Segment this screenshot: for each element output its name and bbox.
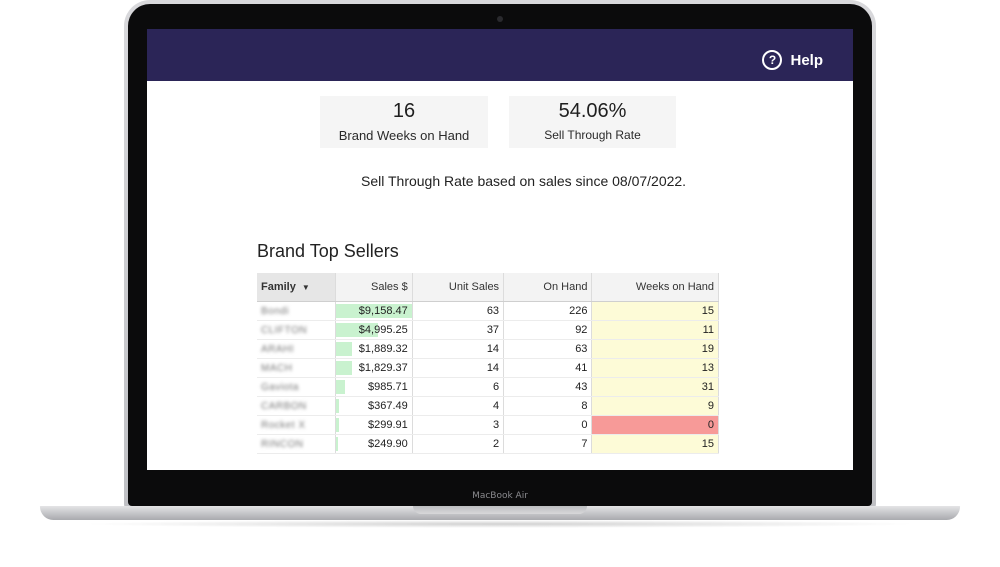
kpi-label: Sell Through Rate bbox=[544, 128, 641, 142]
cell-unit-sales: 6 bbox=[412, 377, 505, 397]
laptop-shadow bbox=[80, 520, 920, 528]
top-sellers-table: Family ▼ Sales $ Unit Sales On Hand Weeks… bbox=[257, 273, 719, 454]
cell-unit-sales: 14 bbox=[412, 358, 505, 378]
sales-value: $1,889.32 bbox=[358, 343, 408, 355]
family-name: Gaviota bbox=[261, 382, 299, 393]
sales-bar bbox=[336, 380, 345, 394]
family-name: MACH bbox=[261, 363, 293, 374]
sales-value: $367.49 bbox=[367, 400, 408, 412]
cell-unit-sales: 3 bbox=[412, 415, 505, 435]
cell-on-hand: 43 bbox=[503, 377, 593, 397]
column-header-label: Family bbox=[261, 281, 296, 293]
table-row[interactable]: CARBON $367.49 4 8 9 bbox=[257, 396, 719, 416]
question-circle-icon: ? bbox=[762, 50, 783, 70]
cell-family: CLIFTON bbox=[257, 320, 337, 340]
sales-bar bbox=[336, 399, 340, 413]
cell-family: Bondi bbox=[257, 301, 337, 321]
sales-bar bbox=[336, 361, 352, 375]
kpi-sell-through-rate: 54.06% Sell Through Rate bbox=[509, 96, 676, 148]
app-screen: ? Help 16 Brand Weeks on Hand 54.06% Sel… bbox=[147, 29, 853, 470]
table-header-row: Family ▼ Sales $ Unit Sales On Hand Weeks… bbox=[257, 273, 719, 302]
cell-family: ARAHI bbox=[257, 339, 337, 359]
cell-sales: $367.49 bbox=[335, 396, 413, 416]
column-header-weeks-on-hand[interactable]: Weeks on Hand bbox=[591, 273, 719, 302]
column-header-sales[interactable]: Sales $ bbox=[335, 273, 413, 302]
sales-value: $9,158.47 bbox=[358, 305, 408, 317]
cell-sales: $1,829.37 bbox=[335, 358, 413, 378]
cell-family: Rocket X bbox=[257, 415, 337, 435]
family-name: CARBON bbox=[261, 401, 307, 412]
cell-weeks-on-hand: 0 bbox=[591, 415, 719, 435]
cell-sales: $9,158.47 bbox=[335, 301, 413, 321]
cell-unit-sales: 37 bbox=[412, 320, 505, 340]
app-header: ? Help bbox=[147, 29, 853, 81]
table-row[interactable]: CLIFTON $4,995.25 37 92 11 bbox=[257, 320, 719, 340]
sales-value: $985.71 bbox=[367, 381, 408, 393]
column-header-on-hand[interactable]: On Hand bbox=[503, 273, 593, 302]
sales-value: $249.90 bbox=[367, 438, 408, 450]
family-name: RINCON bbox=[261, 439, 304, 450]
cell-on-hand: 226 bbox=[503, 301, 593, 321]
cell-sales: $985.71 bbox=[335, 377, 413, 397]
cell-weeks-on-hand: 19 bbox=[591, 339, 719, 359]
table-row[interactable]: RINCON $249.90 2 7 15 bbox=[257, 434, 719, 454]
column-header-unit-sales[interactable]: Unit Sales bbox=[412, 273, 505, 302]
cell-on-hand: 92 bbox=[503, 320, 593, 340]
sales-value: $4,995.25 bbox=[358, 324, 408, 336]
family-name: Bondi bbox=[261, 306, 290, 317]
cell-unit-sales: 4 bbox=[412, 396, 505, 416]
table-row[interactable]: Rocket X $299.91 3 0 0 bbox=[257, 415, 719, 435]
kpi-brand-weeks-on-hand: 16 Brand Weeks on Hand bbox=[320, 96, 488, 148]
table-row[interactable]: Bondi $9,158.47 63 226 15 bbox=[257, 301, 719, 321]
family-name: Rocket X bbox=[261, 420, 306, 431]
cell-unit-sales: 14 bbox=[412, 339, 505, 359]
cell-unit-sales: 63 bbox=[412, 301, 505, 321]
sales-bar bbox=[336, 437, 339, 451]
kpi-value: 54.06% bbox=[558, 100, 627, 122]
cell-weeks-on-hand: 31 bbox=[591, 377, 719, 397]
cell-family: MACH bbox=[257, 358, 337, 378]
sales-bar bbox=[336, 418, 339, 432]
table-row[interactable]: MACH $1,829.37 14 41 13 bbox=[257, 358, 719, 378]
cell-on-hand: 63 bbox=[503, 339, 593, 359]
sales-bar bbox=[336, 304, 413, 318]
cell-sales: $299.91 bbox=[335, 415, 413, 435]
cell-unit-sales: 2 bbox=[412, 434, 505, 454]
caret-down-icon[interactable]: ▼ bbox=[301, 283, 310, 292]
device-model-label: MacBook Air bbox=[472, 491, 528, 501]
family-name: ARAHI bbox=[261, 344, 295, 355]
cell-weeks-on-hand: 11 bbox=[591, 320, 719, 340]
sales-value: $1,829.37 bbox=[358, 362, 408, 374]
section-title: Brand Top Sellers bbox=[257, 241, 399, 261]
cell-on-hand: 0 bbox=[503, 415, 593, 435]
table-row[interactable]: Gaviota $985.71 6 43 31 bbox=[257, 377, 719, 397]
cell-weeks-on-hand: 13 bbox=[591, 358, 719, 378]
sales-value: $299.91 bbox=[367, 419, 408, 431]
help-button[interactable]: ? Help bbox=[762, 49, 823, 71]
cell-weeks-on-hand: 9 bbox=[591, 396, 719, 416]
cell-weeks-on-hand: 15 bbox=[591, 434, 719, 454]
table-row[interactable]: ARAHI $1,889.32 14 63 19 bbox=[257, 339, 719, 359]
cell-weeks-on-hand: 15 bbox=[591, 301, 719, 321]
sales-bar bbox=[336, 342, 353, 356]
cell-family: RINCON bbox=[257, 434, 337, 454]
kpi-value: 16 bbox=[392, 100, 416, 122]
cell-on-hand: 7 bbox=[503, 434, 593, 454]
cell-on-hand: 8 bbox=[503, 396, 593, 416]
cell-sales: $249.90 bbox=[335, 434, 413, 454]
laptop-base-notch bbox=[413, 506, 587, 514]
help-label: Help bbox=[790, 51, 823, 69]
sales-bar bbox=[336, 323, 378, 337]
cell-family: Gaviota bbox=[257, 377, 337, 397]
camera-icon bbox=[497, 16, 503, 22]
family-name: CLIFTON bbox=[261, 325, 308, 336]
cell-sales: $1,889.32 bbox=[335, 339, 413, 359]
sell-through-note: Sell Through Rate based on sales since 0… bbox=[361, 173, 687, 189]
column-header-family[interactable]: Family ▼ bbox=[257, 273, 337, 302]
cell-on-hand: 41 bbox=[503, 358, 593, 378]
cell-family: CARBON bbox=[257, 396, 337, 416]
kpi-label: Brand Weeks on Hand bbox=[338, 128, 470, 143]
cell-sales: $4,995.25 bbox=[335, 320, 413, 340]
